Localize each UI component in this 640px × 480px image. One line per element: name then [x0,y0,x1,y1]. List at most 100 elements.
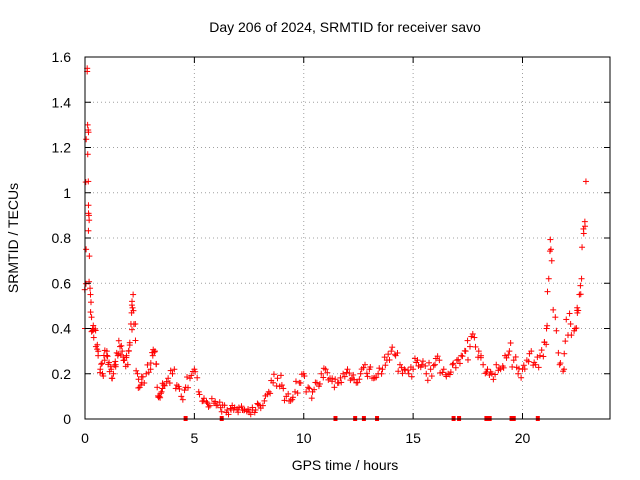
data-point-cloud [428,373,435,380]
data-point-cloud [161,382,168,389]
data-point-cloud [129,304,136,311]
data-point-cloud [92,327,99,334]
data-point-cloud [98,361,105,368]
data-point-cloud [562,338,569,345]
data-point-cloud [382,362,389,369]
data-point-cloud [124,361,131,368]
data-point [261,397,268,404]
data-point [278,382,285,389]
x-axis-label: GPS time / hours [292,457,399,473]
data-point [467,343,473,350]
data-point-cloud [163,378,170,385]
data-point-cloud [573,325,580,332]
data-point [87,291,94,298]
data-point-cloud [450,360,457,367]
data-point-cloud [218,408,225,415]
data-point-cloud [356,376,363,383]
data-point-cloud [341,373,348,380]
data-point-cloud [179,396,186,403]
data-point [154,384,161,391]
data-point-cloud [175,383,182,390]
data-point-cloud [151,349,158,356]
data-point-cloud [343,369,350,376]
data-point [318,370,325,377]
data-point [134,370,141,377]
data-point-cloud [167,367,174,374]
data-point-cloud [235,404,242,411]
data-point-cloud [520,362,527,369]
data-point [578,275,585,282]
data-point-cloud [157,394,164,401]
data-point [156,393,163,400]
data-point-cloud [118,342,125,349]
data-point [510,357,517,364]
y-tick-label: 0 [63,411,71,427]
data-point [440,366,447,373]
data-point-cloud [426,359,433,366]
data-point [401,366,408,373]
y-tick-label: 0.2 [52,366,72,382]
data-point-cloud [434,353,441,360]
data-point-cloud [292,378,299,385]
data-point-cloud [386,356,393,363]
data-point-cloud [553,327,560,334]
data-point-cloud [346,370,353,377]
data-point [580,230,587,237]
data-point [497,366,504,373]
data-points [81,65,589,418]
data-point-cloud [112,363,119,370]
data-point [149,352,156,359]
data-point [165,375,172,382]
data-point-cloud [157,390,164,397]
data-point-cloud [289,394,296,401]
y-axis-label: SRMTID / TECUs [5,183,21,293]
data-point [432,361,438,368]
data-point-cloud [456,360,463,367]
x-tick-label: 15 [405,430,421,446]
data-point-cloud [452,364,459,371]
data-point-cloud [472,343,479,350]
data-point [158,388,165,395]
data-point-cloud [297,379,304,386]
data-point [85,178,92,185]
data-point-cloud [424,377,431,384]
data-point [418,361,425,368]
data-point-cloud [363,370,370,377]
x-tick-label: 5 [190,430,198,446]
data-point-cloud [87,285,94,292]
data-point [160,382,167,389]
data-point-cloud [277,372,284,379]
data-point [414,357,421,364]
data-point-cloud [507,339,514,346]
data-point-cloud [568,332,575,339]
data-point [88,314,95,321]
data-point-cloud [324,369,331,376]
data-point-cloud [303,388,310,395]
data-point-cloud [548,257,555,264]
data-point-cloud [247,411,254,418]
data-point-cloud [455,356,462,363]
data-point-cloud [221,402,228,409]
data-point [458,352,465,359]
data-point-cloud [192,368,199,375]
data-point-cloud [544,288,551,295]
data-point-cloud [166,380,173,387]
x-tick-label: 0 [81,430,89,446]
y-tick-label: 0.4 [52,321,72,337]
data-point-cloud [84,151,91,158]
data-point-cloud [139,373,146,380]
data-point [191,366,198,373]
data-point-cloud [316,380,323,387]
data-point-cloud [301,373,308,380]
data-point-cloud [351,376,358,383]
data-point-cloud [544,322,551,329]
data-point-cloud [430,362,437,369]
data-point-cloud [422,362,429,369]
data-point-cloud [561,350,568,357]
data-point-cloud [104,353,111,360]
data-point-cloud [350,371,357,378]
data-point-cloud [538,347,545,354]
data-point-cloud [225,411,232,418]
data-point [532,361,539,368]
data-point [547,246,554,253]
